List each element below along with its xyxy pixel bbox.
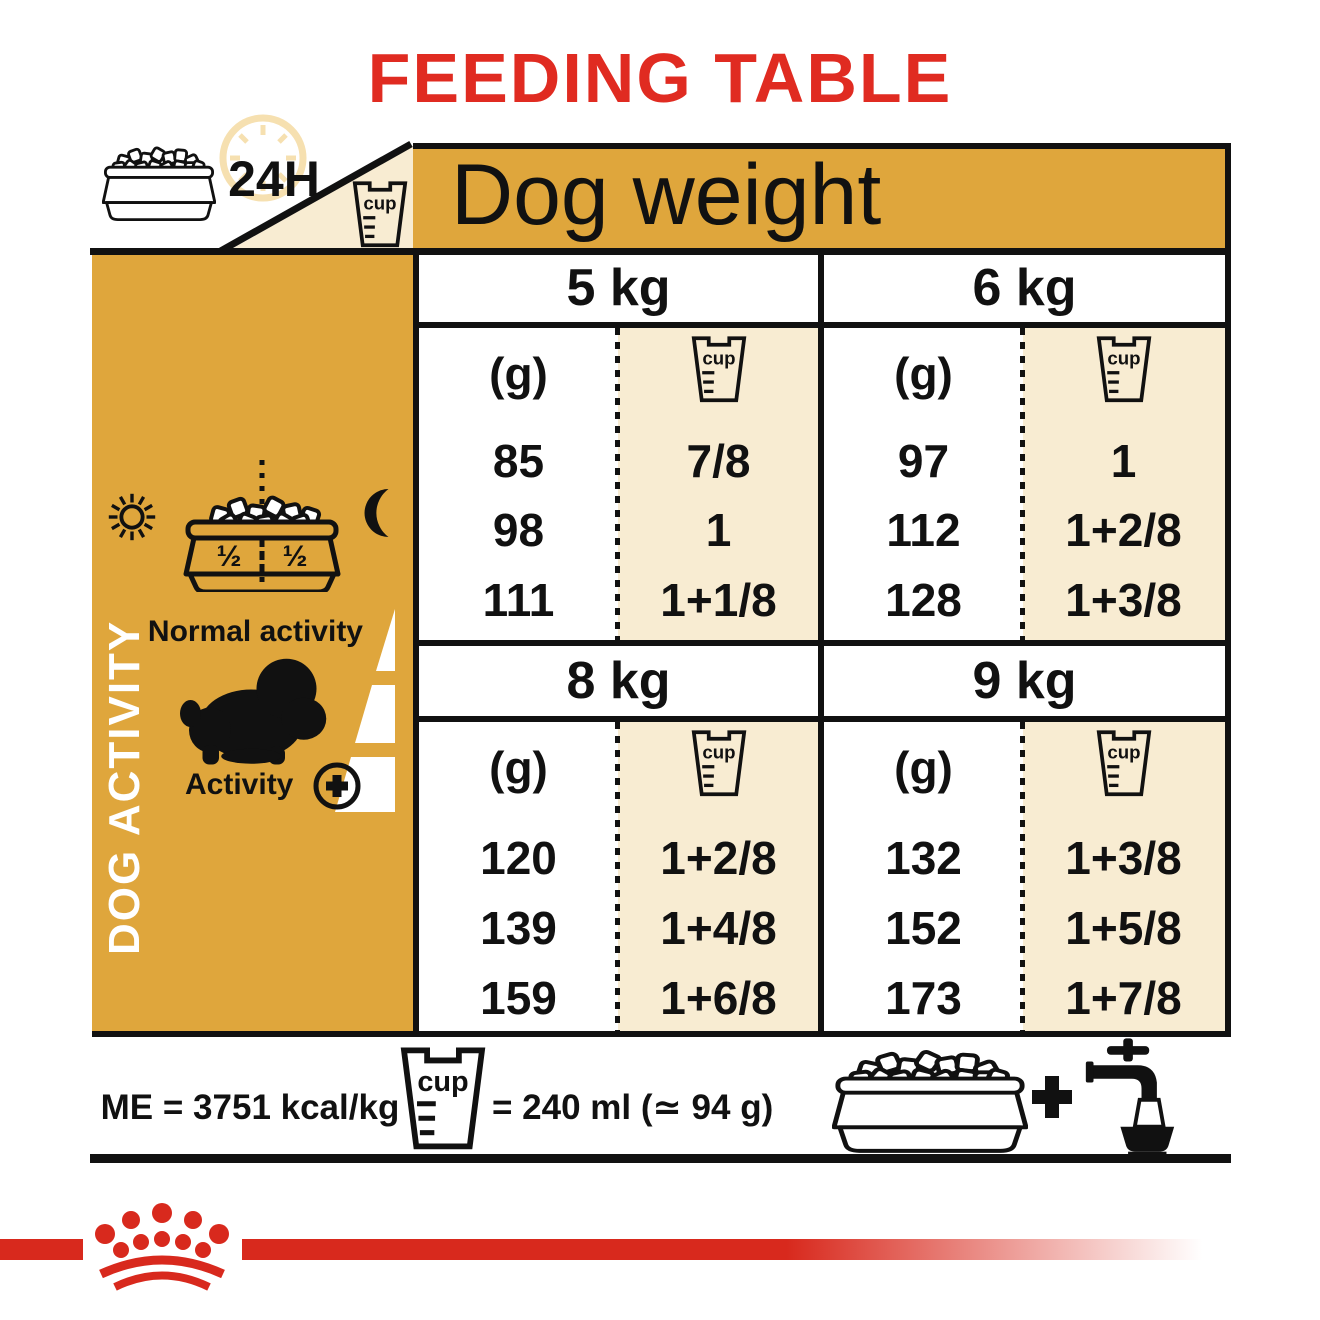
dog-silhouette-icon xyxy=(180,658,327,765)
grams-column-header: (g) xyxy=(489,742,548,794)
food-bowl-icon xyxy=(832,1050,1028,1153)
clock-24h-icon xyxy=(219,114,307,202)
cup-column-bg xyxy=(618,328,820,640)
dog-activity-vertical-label: DOG ACTIVITY xyxy=(100,619,149,955)
cup-value: 1 xyxy=(705,504,732,556)
weight-header-8kg: 8 kg xyxy=(566,652,671,710)
feeding-table: 5 kg 6 kg 8 kg 9 kg (g) 85 98 111 7/8 1 … xyxy=(413,255,1231,1037)
grams-column-header: (g) xyxy=(489,348,548,400)
footer-divider-line xyxy=(90,1154,1231,1163)
sun-icon xyxy=(108,493,156,541)
table-border xyxy=(413,255,419,1037)
top-divider-line xyxy=(90,248,1231,255)
dotted-divider xyxy=(1020,722,1025,1031)
grams-value: 152 xyxy=(885,902,962,954)
grams-value: 98 xyxy=(492,504,545,556)
cup-value: 1+1/8 xyxy=(660,574,777,626)
dog-activity-sidebar: ½ ½ DOG ACTIVITY Normal activity Activit… xyxy=(92,255,413,1031)
normal-activity-label: Normal activity xyxy=(147,615,363,648)
grams-value: 111 xyxy=(482,574,555,626)
half-right-label: ½ xyxy=(282,540,307,573)
cup-column-bg xyxy=(618,722,820,1031)
section-8kg: (g) 120 139 159 1+2/8 1+4/8 1+6/8 xyxy=(419,722,820,1031)
grams-value: 97 xyxy=(897,435,950,487)
cup-column-bg xyxy=(1023,328,1225,640)
measuring-cup-icon xyxy=(691,336,747,403)
plus-circle-icon xyxy=(313,762,361,810)
measuring-cup-icon xyxy=(1096,336,1152,403)
measuring-cup-icon xyxy=(1096,730,1152,797)
table-border xyxy=(413,716,1231,722)
cup-value: 1+7/8 xyxy=(1065,972,1182,1024)
grams-value: 132 xyxy=(885,832,962,884)
cup-value: 1+6/8 xyxy=(660,972,777,1024)
grams-column-header: (g) xyxy=(894,348,953,400)
cup-value: 1+3/8 xyxy=(1065,574,1182,626)
grams-value: 85 xyxy=(492,435,545,487)
red-band-left xyxy=(0,1239,83,1260)
water-tap-icon xyxy=(1085,1038,1175,1156)
red-band-right xyxy=(242,1239,1232,1260)
table-border xyxy=(1225,255,1231,1037)
grams-value: 173 xyxy=(885,972,962,1024)
page-title: FEEDING TABLE xyxy=(367,39,953,117)
grams-column-header: (g) xyxy=(894,742,953,794)
cup-equivalence-label: = 240 ml (≃ 94 g) xyxy=(492,1088,774,1127)
dotted-divider xyxy=(615,328,620,640)
cup-value: 1+2/8 xyxy=(660,832,777,884)
grams-value: 139 xyxy=(480,902,557,954)
measuring-cup-icon xyxy=(691,730,747,797)
section-9kg: (g) 132 152 173 1+3/8 1+5/8 1+7/8 xyxy=(824,722,1225,1031)
half-portion-bowl-icon: ½ ½ xyxy=(183,460,341,592)
cup-value: 7/8 xyxy=(686,435,751,487)
dotted-divider xyxy=(1020,328,1025,640)
cup-value: 1+3/8 xyxy=(1065,832,1182,884)
grams-value: 120 xyxy=(480,832,557,884)
weight-header-6kg: 6 kg xyxy=(972,259,1077,317)
table-border xyxy=(818,255,824,1037)
me-kcal-label: ME = 3751 kcal/kg xyxy=(100,1088,400,1127)
plus-icon xyxy=(1032,1076,1072,1118)
half-left-label: ½ xyxy=(216,540,241,573)
table-border xyxy=(413,1031,1231,1037)
grams-value: 112 xyxy=(886,504,961,556)
cup-value: 1 xyxy=(1110,435,1137,487)
royal-canin-crown-logo xyxy=(95,1203,229,1291)
grams-value: 128 xyxy=(885,574,962,626)
weight-header-5kg: 5 kg xyxy=(566,259,671,317)
weight-header-9kg: 9 kg xyxy=(972,652,1077,710)
grams-value: 159 xyxy=(480,972,557,1024)
cup-value: 1+5/8 xyxy=(1065,902,1182,954)
cup-value: 1+4/8 xyxy=(660,902,777,954)
activity-label: Activity xyxy=(185,768,294,801)
section-6kg: (g) 97 112 128 1 1+2/8 1+3/8 xyxy=(824,328,1225,640)
measuring-cup-icon xyxy=(352,181,408,248)
hours-24h-label: 24H xyxy=(228,151,320,207)
cup-value: 1+2/8 xyxy=(1065,504,1182,556)
cup-column-bg xyxy=(1023,722,1225,1031)
dog-weight-header: Dog weight xyxy=(413,143,1231,248)
food-bowl-icon xyxy=(102,146,216,222)
table-border xyxy=(413,640,1231,646)
table-border xyxy=(413,322,1231,328)
sidebar-bottom-border xyxy=(92,1031,413,1037)
measuring-cup-icon xyxy=(398,1046,488,1150)
moon-icon xyxy=(364,489,389,537)
dotted-divider xyxy=(615,722,620,1031)
section-5kg: (g) 85 98 111 7/8 1 1+1/8 xyxy=(419,328,820,640)
dog-weight-label: Dog weight xyxy=(451,147,882,243)
